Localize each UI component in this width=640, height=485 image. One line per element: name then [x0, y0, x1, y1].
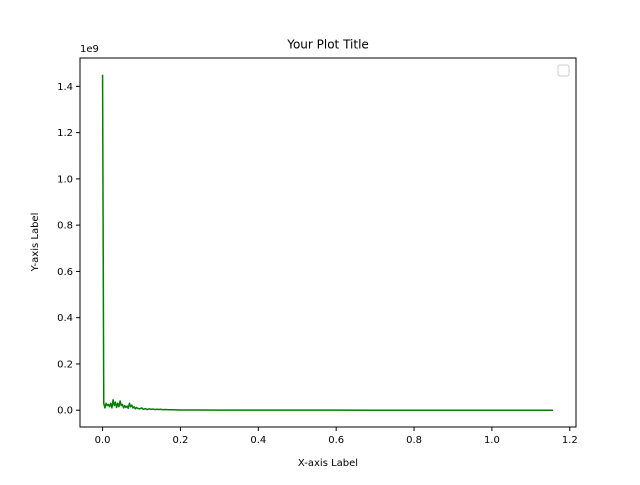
- y-offset-label: 1e9: [80, 44, 99, 55]
- x-tick-label: 0.6: [328, 435, 344, 446]
- chart-title: Your Plot Title: [286, 38, 369, 52]
- x-axis: 0.0 0.2 0.4 0.6 0.8 1.0 1.2: [95, 427, 578, 446]
- x-tick-label: 1.2: [562, 435, 578, 446]
- y-tick-label: 1.4: [57, 82, 73, 93]
- legend-box: [557, 64, 570, 77]
- y-tick-label: 0.6: [57, 267, 73, 278]
- x-tick-label: 0.4: [250, 435, 266, 446]
- y-axis-label: Y-axis Label: [30, 213, 41, 273]
- x-tick-label: 0.2: [172, 435, 188, 446]
- y-tick-label: 0.0: [57, 406, 73, 417]
- plot-frame: [79, 57, 577, 428]
- series-line: [101, 74, 554, 411]
- y-tick-label: 0.8: [57, 221, 73, 232]
- y-tick-label: 1.2: [57, 128, 73, 139]
- y-tick-label: 0.2: [57, 359, 73, 370]
- y-tick-label: 0.4: [57, 313, 73, 324]
- x-tick-label: 0.0: [95, 435, 111, 446]
- x-tick-label: 0.8: [406, 435, 422, 446]
- x-axis-label: X-axis Label: [298, 458, 358, 469]
- y-axis: 0.0 0.2 0.4 0.6 0.8 1.0 1.2 1.4: [57, 82, 80, 417]
- y-tick-label: 1.0: [57, 174, 73, 185]
- x-tick-label: 1.0: [484, 435, 500, 446]
- plot-area: [101, 74, 554, 411]
